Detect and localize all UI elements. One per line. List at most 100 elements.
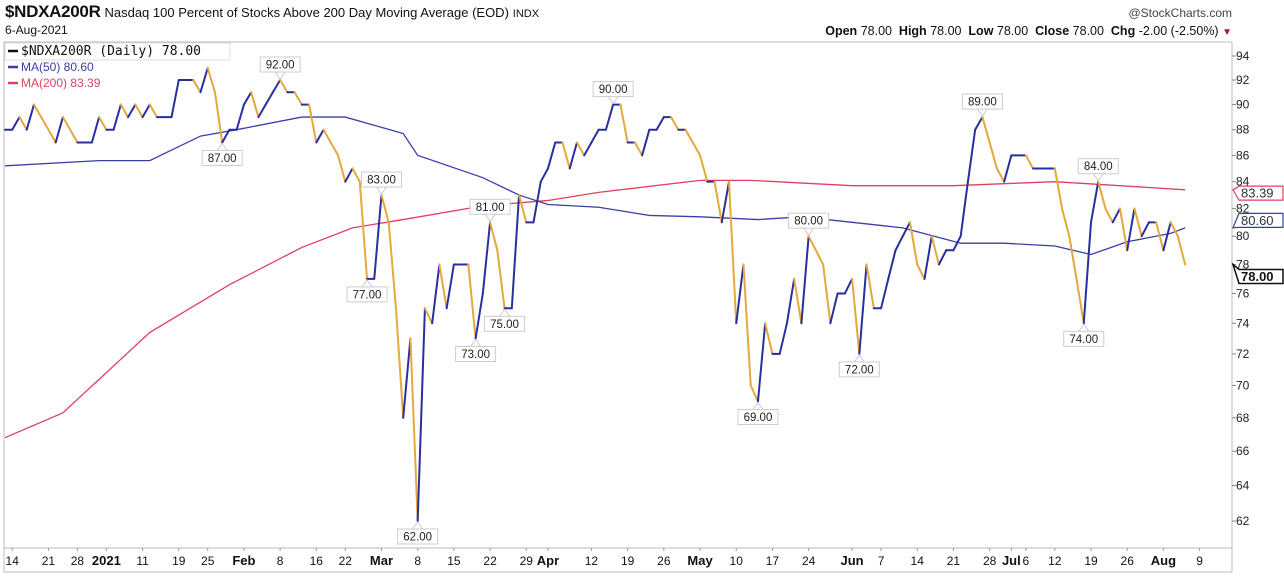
price-segment	[373, 194, 383, 280]
price-segment	[431, 263, 441, 325]
high-value: 78.00	[930, 24, 962, 38]
y-tick-label: 92	[1236, 73, 1250, 87]
label-text: 84.00	[1084, 161, 1113, 173]
x-tick-label: 15	[447, 554, 461, 568]
label-box	[838, 361, 880, 378]
x-tick-label: 8	[277, 554, 284, 568]
label-pointer	[361, 279, 373, 288]
price-segment	[749, 384, 759, 403]
label-text: 81.00	[476, 202, 505, 214]
ohlc-summary: Open 78.00 High 78.00 Low 78.00 Close 78…	[825, 24, 1232, 38]
price-segment	[1133, 207, 1143, 238]
x-tick-label: 21	[947, 554, 961, 568]
price-segment	[242, 91, 253, 106]
x-tick-label: Aug	[1151, 553, 1176, 568]
description: Nasdaq 100 Percent of Stocks Above 200 D…	[104, 5, 509, 20]
price-segment	[1118, 207, 1129, 252]
price-segment	[880, 277, 890, 310]
label-box	[259, 56, 301, 73]
x-tick-label: 14	[6, 554, 20, 568]
label-pointer	[803, 227, 815, 237]
y-tick-label: 72	[1236, 347, 1250, 361]
price-segment	[793, 277, 803, 325]
price-segment	[604, 103, 615, 131]
price-segment	[235, 103, 245, 131]
price-segment	[822, 263, 832, 325]
price-segment	[583, 141, 593, 157]
price-segment	[394, 307, 405, 419]
price-segment	[387, 221, 397, 310]
price-segment	[619, 103, 629, 144]
price-segment	[47, 128, 57, 144]
label-text: 62.00	[403, 532, 432, 544]
price-segment	[32, 103, 43, 119]
label-text: 72.00	[845, 364, 874, 376]
label-box	[592, 81, 634, 98]
label-pointer	[853, 354, 865, 363]
price-segment	[1140, 221, 1150, 238]
label-box	[397, 528, 439, 545]
x-tick-label: 12	[1048, 554, 1062, 568]
price-segment	[764, 322, 774, 355]
price-segment	[510, 194, 521, 310]
price-segment	[445, 263, 455, 310]
chg-value: -2.00 (-2.50%)	[1138, 24, 1219, 38]
plot-frame	[3, 41, 1233, 549]
y-tick-label: 90	[1236, 98, 1250, 112]
x-tick-label: 14	[911, 554, 925, 568]
price-segment	[119, 103, 130, 119]
price-segment	[974, 116, 984, 131]
price-segment	[112, 103, 122, 131]
price-segment	[988, 141, 998, 170]
price-segment	[785, 277, 796, 325]
label-text: 89.00	[968, 97, 997, 109]
x-tick-label: 9	[1196, 554, 1203, 568]
price-segment	[271, 79, 282, 94]
price-segment	[901, 221, 911, 238]
price-segment	[699, 154, 709, 183]
label-text: 83.00	[367, 175, 396, 187]
price-segment	[264, 91, 274, 106]
price-segment	[279, 79, 289, 94]
x-axis-frame	[3, 547, 1233, 573]
y-tick-label: 86	[1236, 148, 1250, 162]
label-pointer	[412, 521, 424, 530]
label-pointer	[484, 214, 496, 223]
x-tick-label: Apr	[537, 553, 559, 568]
price-segment	[568, 141, 578, 170]
price-segment	[539, 167, 549, 183]
price-segment	[1111, 207, 1121, 224]
x-tick-label: 8	[414, 554, 421, 568]
price-segment	[728, 180, 738, 325]
x-tick-label: 25	[201, 554, 215, 568]
label-pointer	[607, 96, 619, 105]
label-box	[737, 408, 779, 425]
legend-entry: MA(50) 80.60	[21, 60, 94, 74]
price-segment	[344, 167, 354, 183]
x-tick-label: 19	[1084, 554, 1098, 568]
x-tick-label: 19	[172, 554, 186, 568]
x-tick-label: 16	[310, 554, 324, 568]
price-segment	[995, 167, 1006, 183]
price-segment	[1003, 154, 1013, 183]
price-segment	[756, 322, 767, 403]
label-pointer	[752, 401, 764, 410]
price-segment	[1104, 207, 1114, 224]
last-value-tag	[1232, 212, 1284, 229]
legend-box	[4, 42, 231, 61]
price-segment	[438, 263, 448, 310]
label-text: 69.00	[744, 412, 773, 424]
price-segment	[18, 116, 28, 131]
price-segment	[54, 116, 64, 144]
price-segment	[778, 322, 788, 355]
price-segment	[221, 128, 231, 144]
ma200-line	[4, 179, 1186, 439]
price-segment	[69, 128, 79, 144]
peak-label: 89.00	[961, 93, 1003, 117]
price-segment	[474, 292, 484, 340]
price-segment	[1162, 221, 1172, 252]
symbol: $NDXA200R	[5, 2, 101, 21]
label-box	[1077, 158, 1119, 175]
y-tick-label: 94	[1236, 49, 1250, 63]
